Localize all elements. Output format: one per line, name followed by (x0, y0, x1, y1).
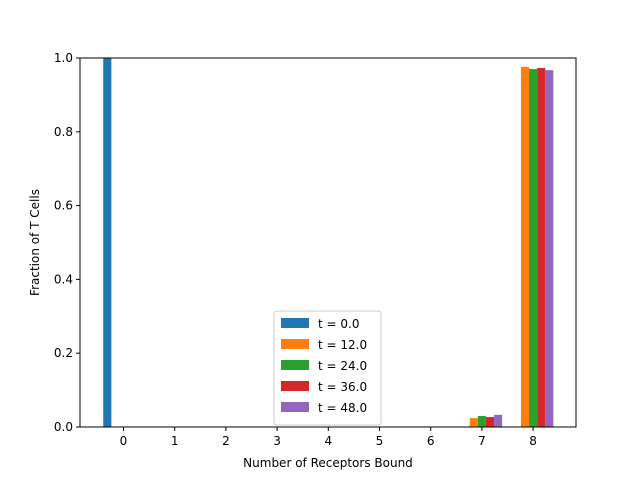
bar-3-7 (477, 415, 486, 427)
y-tick-label: 0.4 (54, 272, 73, 286)
x-tick-label: 6 (427, 434, 435, 448)
y-tick-label: 0.0 (54, 420, 73, 434)
bar-2-7 (469, 418, 478, 427)
bar-4-8 (537, 67, 546, 428)
bar-1-0 (103, 58, 112, 427)
y-axis-label: Fraction of T Cells (28, 189, 42, 296)
x-tick-label: 7 (478, 434, 486, 448)
x-tick-label: 3 (273, 434, 281, 448)
legend-label: t = 36.0 (318, 380, 367, 394)
bars-group (103, 58, 554, 428)
legend-label: t = 12.0 (318, 338, 367, 352)
legend-label: t = 0.0 (318, 317, 359, 331)
y-tick-label: 0.6 (54, 199, 73, 213)
legend: t = 0.0 t = 12.0 t = 24.0 t = 36.0 t = 48.0 (273, 310, 382, 426)
x-tick-label: 1 (171, 434, 179, 448)
legend-label: t = 48.0 (318, 401, 367, 415)
y-tick-label: 0.2 (54, 346, 73, 360)
legend-swatch (281, 402, 309, 412)
bar-3-8 (529, 69, 538, 427)
legend-swatch (281, 318, 309, 328)
bar-2-8 (520, 66, 530, 428)
bar-5-8 (545, 70, 554, 428)
x-axis-ticks: 0 1 2 3 4 5 6 7 8 (120, 427, 537, 448)
y-axis-ticks: 0.0 0.2 0.4 0.6 0.8 1.0 (54, 51, 80, 434)
legend-label: t = 24.0 (318, 359, 367, 373)
y-tick-label: 0.8 (54, 125, 73, 139)
legend-swatch (281, 339, 309, 349)
legend-swatch (281, 381, 309, 391)
x-tick-label: 5 (376, 434, 384, 448)
x-tick-label: 0 (120, 434, 128, 448)
y-tick-label: 1.0 (54, 51, 73, 65)
legend-swatch (281, 360, 309, 370)
bar-4-7 (485, 417, 495, 427)
x-tick-label: 2 (222, 434, 230, 448)
x-tick-label: 4 (324, 434, 332, 448)
bar-5-7 (494, 414, 503, 427)
x-axis-label: Number of Receptors Bound (243, 456, 413, 470)
x-tick-label: 8 (529, 434, 537, 448)
